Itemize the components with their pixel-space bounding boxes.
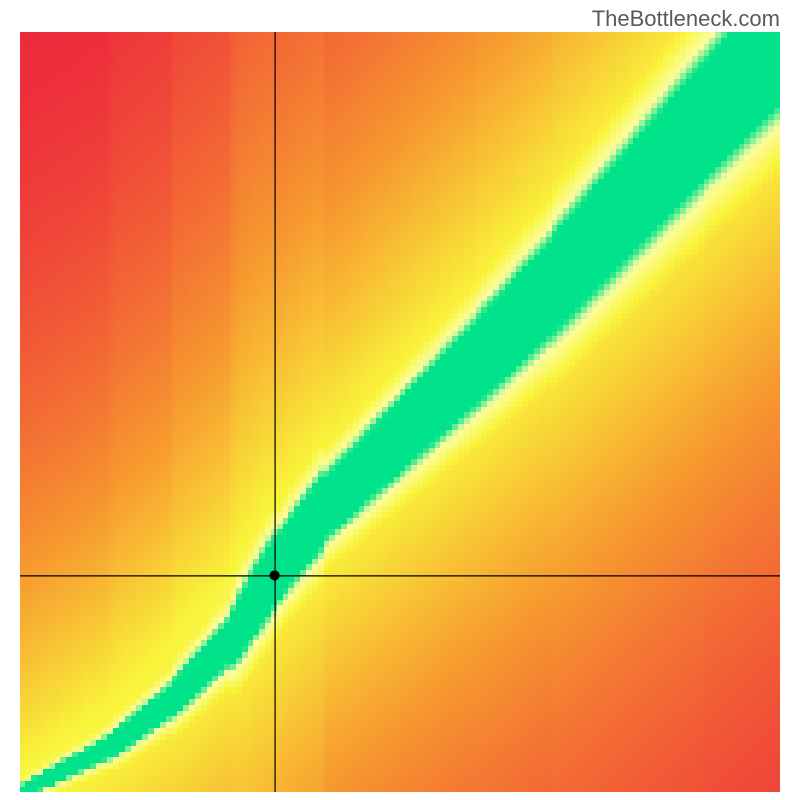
bottleneck-heatmap bbox=[20, 32, 780, 792]
watermark-text: TheBottleneck.com bbox=[592, 6, 780, 32]
heatmap-canvas bbox=[20, 32, 780, 792]
